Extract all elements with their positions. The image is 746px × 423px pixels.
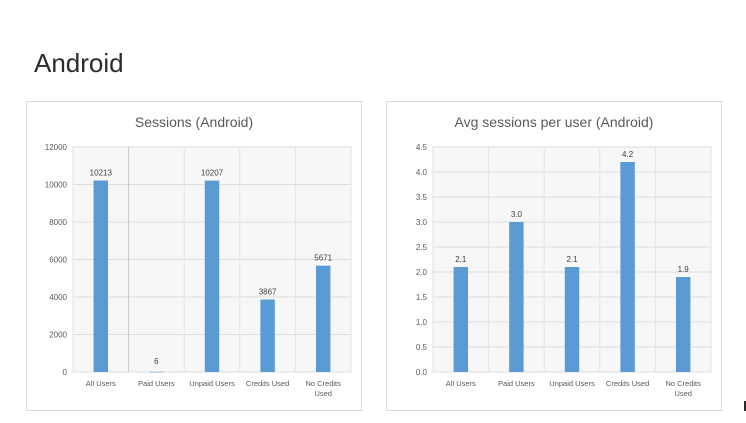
bar (453, 267, 469, 372)
y-tick-label: 2.5 (416, 243, 428, 252)
x-tick-label: Unpaid Users (189, 379, 235, 388)
x-tick-label: No Credits (305, 379, 341, 388)
x-tick-label: Paid Users (498, 379, 535, 388)
bar (509, 222, 524, 372)
avg-sessions-chart: 0.0 0.5 1.0 1.5 2.0 2.5 3.0 3.5 4.0 4.5 2.1 All Use… (416, 143, 712, 398)
data-label: 2.1 (455, 255, 467, 264)
y-tick-label: 4000 (49, 293, 67, 302)
bar (675, 277, 691, 372)
y-tick-label: 6000 (49, 256, 67, 265)
bar (93, 180, 109, 372)
bar (149, 371, 164, 373)
y-tick-label: 0.5 (416, 343, 428, 352)
chart-title: Sessions (Android) (134, 114, 254, 130)
x-tick-label: All Users (446, 379, 476, 388)
x-tick-label: Credits Used (606, 379, 649, 388)
bar (315, 265, 331, 372)
bar (564, 267, 580, 372)
bar (204, 180, 220, 372)
y-tick-label: 2000 (49, 331, 67, 340)
x-tick-label: Used (674, 389, 692, 398)
x-tick-label: All Users (86, 379, 116, 388)
x-tick-label: Used (314, 389, 332, 398)
data-label: 10213 (90, 169, 113, 178)
slide-edge-marker (744, 401, 746, 411)
data-label: 4.2 (622, 150, 634, 159)
data-label: 2.1 (566, 255, 578, 264)
sessions-chart-panel: Sessions (Android) 0 2000 4000 6000 8000 1000… (26, 101, 362, 411)
chart-title: Avg sessions per user (Android) (454, 114, 654, 130)
x-tick-label: Paid Users (138, 379, 175, 388)
y-tick-label: 8000 (49, 218, 67, 227)
data-label: 3867 (259, 287, 277, 296)
y-tick-label: 0 (63, 368, 68, 377)
y-tick-label: 4.5 (416, 143, 428, 152)
bar (260, 299, 275, 372)
y-tick-label: 4.0 (416, 168, 428, 177)
y-tick-label: 3.0 (416, 218, 428, 227)
y-tick-label: 12000 (45, 143, 68, 152)
x-tick-label: No Credits (665, 379, 701, 388)
x-tick-label: Credits Used (246, 379, 289, 388)
data-label: 1.9 (678, 265, 690, 274)
y-tick-label: 0.0 (416, 368, 428, 377)
y-tick-label: 3.5 (416, 193, 428, 202)
data-label: 3.0 (511, 210, 523, 219)
x-tick-label: Unpaid Users (549, 379, 595, 388)
data-label: 5671 (314, 254, 332, 263)
bar (620, 162, 635, 372)
page-title: Android (34, 48, 124, 78)
data-label: 6 (154, 357, 159, 366)
y-tick-label: 10000 (45, 181, 68, 190)
avg-sessions-chart-panel: Avg sessions per user (Android) 0.0 0.5 1.… (386, 101, 722, 411)
sessions-chart: 0 2000 4000 6000 8000 10000 12000 10213 All User… (45, 143, 352, 398)
data-label: 10207 (201, 169, 224, 178)
y-tick-label: 1.0 (416, 318, 428, 327)
y-tick-label: 2.0 (416, 268, 428, 277)
y-tick-label: 1.5 (416, 293, 428, 302)
